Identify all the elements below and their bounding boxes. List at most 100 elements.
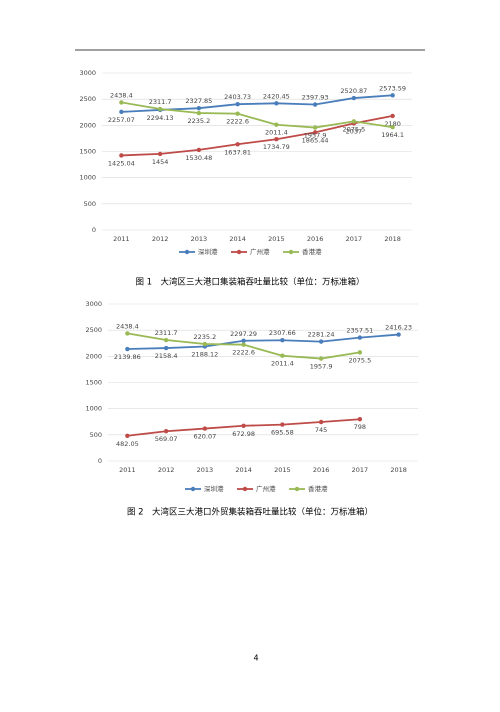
data-label: 2520.87 — [340, 87, 367, 95]
data-label: 745 — [315, 426, 327, 434]
data-label: 2397.93 — [302, 94, 329, 102]
legend-marker — [190, 486, 196, 492]
x-tick-label: 2017 — [352, 466, 369, 474]
data-label: 2357.51 — [346, 327, 373, 335]
data-label: 798 — [354, 423, 366, 431]
data-label: 2180 — [384, 120, 401, 128]
series-line — [121, 101, 393, 129]
data-label: 2235.2 — [188, 117, 211, 125]
x-tick-label: 2012 — [152, 235, 169, 243]
data-point — [202, 341, 208, 347]
data-label: 1637.81 — [224, 148, 251, 156]
x-tick-label: 2012 — [158, 466, 175, 474]
x-tick-label: 2016 — [313, 466, 330, 474]
data-point — [196, 147, 202, 153]
data-point — [125, 331, 130, 336]
data-point — [241, 338, 246, 343]
y-tick-label: 0 — [98, 457, 102, 465]
data-point — [312, 130, 318, 135]
x-tick-label: 2018 — [384, 235, 401, 243]
legend-marker — [184, 249, 190, 255]
data-point — [274, 101, 279, 106]
data-label: 2235.2 — [194, 333, 217, 341]
data-point — [390, 125, 395, 130]
y-tick-label: 500 — [90, 431, 102, 439]
data-label: 2037 — [346, 127, 363, 135]
data-label: 1957.9 — [310, 363, 333, 371]
data-point — [280, 353, 285, 358]
y-tick-label: 1000 — [79, 174, 96, 182]
data-label: 2438.4 — [116, 322, 139, 330]
y-tick-label: 2000 — [85, 352, 102, 360]
data-point — [280, 422, 285, 427]
data-point — [318, 339, 324, 344]
series-line — [121, 115, 393, 157]
data-point — [351, 119, 357, 124]
x-tick-label: 2013 — [191, 235, 208, 243]
data-label: 1734.79 — [263, 143, 290, 151]
data-point — [196, 110, 202, 116]
data-label: 2222.6 — [232, 349, 255, 357]
legend-label: 香港港 — [302, 247, 322, 256]
legend-label: 深圳港 — [198, 247, 218, 256]
data-label: 1530.48 — [185, 154, 212, 162]
y-tick-label: 2000 — [79, 121, 96, 129]
x-tick-label: 2013 — [197, 466, 214, 474]
y-tick-label: 1000 — [85, 405, 102, 413]
data-label: 2281.24 — [308, 331, 335, 339]
data-label: 2307.66 — [269, 329, 296, 337]
data-point — [241, 342, 246, 347]
x-tick-label: 2017 — [346, 235, 363, 243]
legend-label: 广州港 — [256, 484, 276, 493]
y-tick-label: 1500 — [79, 148, 96, 156]
x-tick-label: 2015 — [274, 466, 291, 474]
data-label: 1964.1 — [381, 131, 404, 139]
data-label: 2297.29 — [230, 330, 257, 338]
y-tick-label: 3000 — [79, 69, 96, 77]
legend-label: 香港港 — [308, 484, 328, 493]
y-tick-label: 2500 — [85, 326, 102, 334]
data-point — [157, 151, 163, 157]
x-tick-label: 2014 — [229, 235, 246, 243]
data-point — [241, 423, 246, 428]
legend-marker — [236, 249, 242, 255]
data-point — [119, 109, 124, 115]
data-point — [235, 142, 240, 147]
data-point — [196, 105, 202, 111]
x-tick-label: 2011 — [113, 235, 130, 243]
data-label: 482.05 — [116, 440, 139, 448]
data-point — [312, 102, 318, 107]
y-tick-label: 2500 — [79, 95, 96, 103]
data-point — [390, 113, 395, 119]
data-label: 2158.4 — [155, 352, 178, 360]
data-label: 2139.86 — [114, 353, 141, 361]
legend-marker — [288, 249, 294, 255]
data-point — [235, 111, 240, 116]
data-point — [163, 345, 169, 351]
data-label: 2075.5 — [343, 125, 366, 133]
data-label: 1957.9 — [304, 132, 327, 140]
data-point — [312, 125, 318, 130]
data-point — [318, 419, 324, 425]
data-label: 2294.13 — [147, 114, 174, 122]
data-point — [274, 137, 279, 142]
data-label: 1454 — [152, 158, 169, 166]
data-label: 569.07 — [155, 435, 178, 443]
figure-caption: 图 1 大湾区三大港口集装箱吞吐量比较（单位：万标准箱） — [135, 277, 364, 288]
data-point — [119, 153, 124, 158]
data-point — [125, 433, 130, 438]
data-point — [119, 100, 124, 105]
data-label: 2311.7 — [155, 329, 178, 337]
legend-label: 广州港 — [250, 247, 270, 256]
data-point — [274, 122, 279, 127]
data-point — [125, 346, 130, 352]
x-tick-label: 2014 — [235, 466, 252, 474]
data-point — [163, 429, 169, 434]
data-label: 2075.5 — [349, 356, 372, 364]
legend-label: 深圳港 — [204, 484, 224, 493]
data-label: 2573.59 — [379, 84, 406, 92]
data-point — [357, 350, 363, 355]
x-tick-label: 2015 — [268, 235, 285, 243]
data-label: 2420.45 — [263, 92, 290, 100]
data-label: 620.07 — [194, 433, 217, 441]
